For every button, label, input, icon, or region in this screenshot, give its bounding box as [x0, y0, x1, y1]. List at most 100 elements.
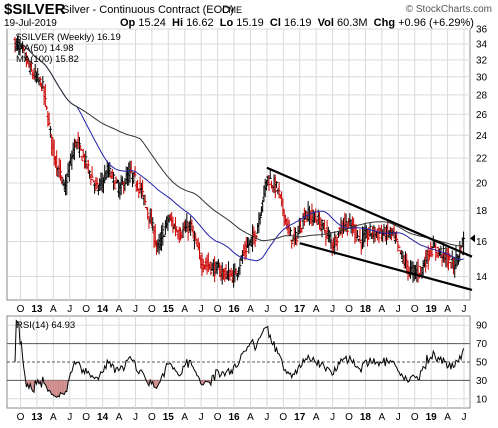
rsi-ytick-label: 30 [476, 376, 488, 387]
volume-label: Vol [317, 17, 334, 29]
rsi-xtick-label: O [17, 412, 25, 423]
rsi-oversold-fill [55, 380, 57, 398]
rsi-oversold-fill [51, 380, 53, 395]
price-xtick-label: A [247, 304, 254, 315]
rsi-line [14, 319, 465, 398]
price-xtick-label: A [50, 304, 57, 315]
change-label: Chg [373, 17, 396, 29]
rsi-xtick-label: O [214, 412, 222, 423]
rsi-oversold-fill [46, 380, 48, 392]
price-xtick-label: O [214, 304, 222, 315]
price-ytick-label: 36 [476, 25, 488, 36]
price-xtick-label: O [148, 304, 156, 315]
open-label: Op [120, 17, 136, 29]
price-ytick-label: 30 [476, 72, 488, 83]
rsi-ytick-label: 70 [476, 339, 488, 350]
price-xtick-label: A [313, 304, 320, 315]
rsi-ytick-label: 10 [476, 394, 488, 405]
price-xtick-label: 13 [31, 304, 43, 315]
price-xtick-label: A [116, 304, 123, 315]
rsi-oversold-fill [65, 380, 67, 392]
rsi-xtick-label: O [82, 412, 90, 423]
rsi-xtick-label: A [379, 412, 386, 423]
rsi-xtick-label: 19 [426, 412, 438, 423]
brand-watermark: © StockCharts.com [405, 4, 492, 15]
rsi-xtick-label: 13 [31, 412, 43, 423]
price-xtick-label: J [67, 304, 72, 315]
price-ytick-label: 28 [476, 90, 488, 101]
rsi-xtick-label: O [279, 412, 287, 423]
price-ytick-label: 20 [476, 179, 488, 190]
quote-date: 19-Jul-2019 [4, 18, 57, 29]
rsi-xtick-label: 14 [97, 412, 109, 423]
legend-rsi-label: RSI(14) 64.93 [16, 320, 75, 331]
rsi-oversold-fill [47, 380, 50, 392]
rsi-xtick-label: J [199, 412, 204, 423]
price-xtick-label: J [133, 304, 138, 315]
legend-price-label: $SILVER (Weekly) 16.19 [16, 32, 121, 43]
volume-value: 60.3M [336, 17, 368, 29]
rsi-oversold-fill [155, 380, 157, 389]
rsi-xtick-label: O [345, 412, 353, 423]
price-xtick-label: J [264, 304, 269, 315]
trendline [299, 242, 473, 292]
price-ytick-label: 34 [476, 39, 488, 50]
rsi-xtick-label: J [264, 412, 269, 423]
price-xtick-label: J [199, 304, 204, 315]
price-xtick-label: 19 [426, 304, 438, 315]
price-xtick-label: 15 [163, 304, 175, 315]
symbol-title: $SILVER [4, 1, 66, 18]
price-xtick-label: A [379, 304, 386, 315]
rsi-xtick-label: O [148, 412, 156, 423]
low-label: Lo [219, 17, 234, 29]
rsi-oversold-fill [50, 380, 52, 395]
change-value: +0.96 (+6.29%) [398, 17, 474, 29]
rsi-xtick-label: 18 [360, 412, 372, 423]
price-ytick-label: 22 [476, 154, 488, 165]
rsi-oversold-fill [56, 380, 58, 398]
price-xtick-label: 18 [360, 304, 372, 315]
price-ytick-label: 14 [476, 272, 488, 283]
rsi-ytick-label: 50 [476, 358, 488, 369]
rsi-xtick-label: O [411, 412, 419, 423]
price-plot-area [6, 28, 471, 301]
price-ytick-label: 16 [476, 237, 488, 248]
high-value: 16.62 [186, 17, 214, 29]
quote-summary: Op 15.24 Hi 16.62 Lo 15.19 Cl 16.19 Vol … [120, 17, 474, 29]
close-label: Cl [269, 17, 281, 29]
ma50-line [14, 43, 464, 262]
price-xtick-label: 14 [97, 304, 109, 315]
price-ytick-label: 24 [476, 131, 488, 142]
rsi-xtick-label: J [462, 412, 467, 423]
price-xtick-label: J [396, 304, 401, 315]
price-ytick-label: 32 [476, 55, 488, 66]
ma100-line [14, 43, 464, 247]
close-value: 16.19 [283, 17, 312, 29]
last-price-marker [470, 234, 475, 243]
rsi-oversold-fill [60, 380, 62, 394]
rsi-oversold-fill [54, 380, 56, 397]
rsi-oversold-fill [52, 380, 55, 397]
rsi-xtick-label: A [116, 412, 123, 423]
legend-ma100-label: MA(100) 15.82 [16, 54, 79, 65]
rsi-xtick-label: A [444, 412, 451, 423]
rsi-oversold-fill [57, 380, 60, 397]
low-value: 15.19 [236, 17, 264, 29]
rsi-xtick-label: J [330, 412, 335, 423]
price-xtick-label: O [279, 304, 287, 315]
price-xtick-label: A [181, 304, 188, 315]
rsi-oversold-fill [61, 380, 64, 394]
price-xtick-label: 16 [228, 304, 240, 315]
price-xtick-label: J [330, 304, 335, 315]
rsi-oversold-fill [32, 380, 34, 393]
rsi-xtick-label: A [50, 412, 57, 423]
rsi-xtick-label: A [313, 412, 320, 423]
rsi-xtick-label: A [181, 412, 188, 423]
rsi-xtick-label: J [396, 412, 401, 423]
trendline [266, 166, 473, 258]
price-xtick-label: O [17, 304, 25, 315]
high-label: Hi [172, 17, 183, 29]
price-xtick-label: O [411, 304, 419, 315]
